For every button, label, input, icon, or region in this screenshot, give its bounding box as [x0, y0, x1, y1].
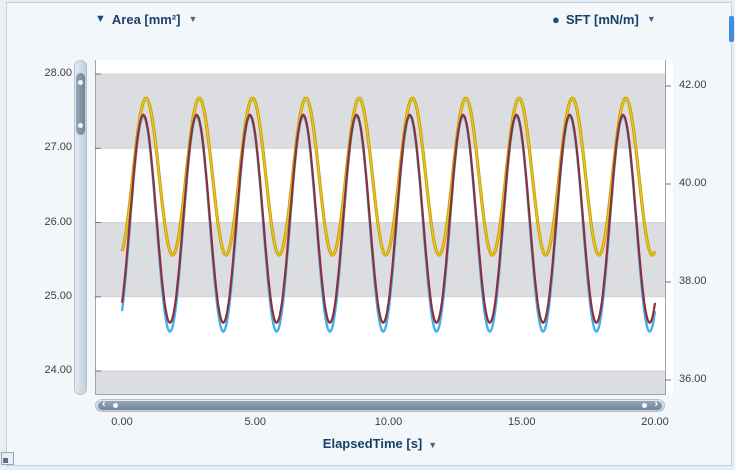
axis-tick-label: 40.00 [679, 177, 707, 189]
axis-tick-label: 24.00 [44, 364, 72, 376]
left-axis-header[interactable]: ▼ Area [mm²] ▼ [95, 12, 197, 27]
plot-svg-container[interactable] [95, 60, 673, 395]
x-axis-labels: 0.00 5.00 10.00 15.00 20.00 [95, 415, 673, 431]
thumb-grip-dot [78, 80, 83, 85]
thumb-grip-dot [642, 403, 647, 408]
left-axis-labels: 28.00 27.00 26.00 25.00 24.00 [26, 60, 72, 395]
axis-tick-label: 25.00 [44, 289, 72, 302]
scroll-left-icon[interactable]: ‹ [102, 398, 106, 410]
horizontal-scrollbar[interactable]: ‹ › [95, 399, 665, 412]
x-axis-header-label: ElapsedTime [s] [322, 436, 423, 451]
x-axis-dropdown-icon[interactable]: ▼ [428, 440, 438, 450]
series-area-fit-curve [120, 113, 657, 325]
right-axis-labels: 42.00 40.00 38.00 36.00 [679, 60, 729, 395]
sft-series-marker-icon: ● [552, 12, 560, 27]
x-axis-header[interactable]: ElapsedTime [s] ▼ [95, 436, 665, 451]
left-axis-header-label: Area [mm²] [111, 12, 181, 27]
axis-tick-label: 28.00 [44, 67, 72, 79]
horizontal-scrollbar-thumb[interactable]: ‹ › [98, 398, 662, 410]
axis-tick-label: 20.00 [641, 416, 669, 428]
axis-tick-label: 36.00 [679, 373, 707, 385]
axis-tick-label: 38.00 [679, 275, 707, 287]
panel-corner-icon[interactable] [1, 452, 14, 465]
scroll-right-icon[interactable]: › [654, 398, 658, 410]
left-axis-dropdown-icon[interactable]: ▼ [188, 14, 198, 24]
thumb-grip-dot [78, 123, 83, 128]
corner-mark [3, 458, 8, 463]
right-axis-dropdown-icon[interactable]: ▼ [646, 14, 656, 24]
vertical-scrollbar[interactable] [74, 60, 87, 395]
axis-tick-label: 5.00 [244, 416, 266, 428]
plot-svg[interactable] [95, 60, 673, 395]
vertical-scrollbar-thumb[interactable] [76, 73, 85, 135]
axis-tick-label: 0.00 [111, 416, 133, 428]
right-edge-scrollbar[interactable] [729, 16, 734, 42]
series-sft-curve-highlight [121, 97, 656, 256]
area-series-marker-icon: ▼ [95, 13, 106, 25]
axis-tick-label: 15.00 [507, 416, 536, 428]
thumb-grip-dot [113, 403, 118, 408]
axis-tick-label: 42.00 [679, 79, 707, 91]
axis-tick-label: 26.00 [44, 215, 72, 228]
axis-tick-label: 10.00 [374, 416, 403, 428]
right-axis-header[interactable]: ● SFT [mN/m] ▼ [552, 12, 656, 27]
axis-tick-label: 27.00 [44, 141, 72, 154]
right-axis-header-label: SFT [mN/m] [565, 12, 639, 27]
